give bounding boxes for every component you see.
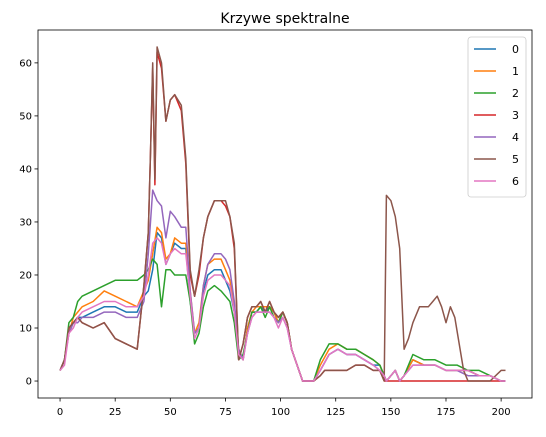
x-tick-label: 0: [57, 407, 63, 418]
x-tick-label: 150: [381, 407, 400, 418]
legend-label-4: 4: [512, 131, 519, 144]
y-tick-label: 20: [19, 270, 32, 281]
y-tick-label: 0: [26, 377, 32, 388]
series-line-4: [59, 189, 506, 382]
series-line-5: [59, 46, 506, 382]
x-axis-ticks: 0 25 50 75 100 125 150 175 200: [57, 398, 511, 418]
legend-label-1: 1: [512, 65, 519, 78]
legend-label-3: 3: [512, 109, 519, 122]
x-tick-label: 175: [436, 407, 455, 418]
y-tick-label: 40: [19, 164, 32, 175]
series-line-2: [59, 258, 506, 382]
y-tick-label: 50: [19, 111, 32, 122]
legend-label-6: 6: [512, 175, 519, 188]
y-tick-label: 30: [19, 217, 32, 228]
legend-label-2: 2: [512, 87, 519, 100]
x-tick-label: 125: [326, 407, 345, 418]
y-tick-label: 10: [19, 324, 32, 335]
x-tick-label: 100: [271, 407, 290, 418]
legend: 0 1 2 3 4 5 6: [467, 36, 527, 198]
x-tick-label: 75: [219, 407, 232, 418]
chart-title: Krzywe spektralne: [220, 11, 349, 27]
series-line-3: [59, 51, 506, 382]
series-lines: [59, 46, 506, 382]
legend-box: [467, 36, 527, 198]
x-tick-label: 200: [492, 407, 511, 418]
series-line-6: [59, 237, 506, 382]
legend-label-5: 5: [512, 153, 519, 166]
x-tick-label: 25: [109, 407, 122, 418]
legend-label-0: 0: [512, 43, 519, 56]
x-tick-label: 50: [164, 407, 177, 418]
y-axis-ticks: 0 10 20 30 40 50 60: [19, 58, 38, 388]
y-tick-label: 60: [19, 58, 32, 69]
series-line-1: [59, 226, 506, 382]
plot-frame: [37, 29, 533, 399]
